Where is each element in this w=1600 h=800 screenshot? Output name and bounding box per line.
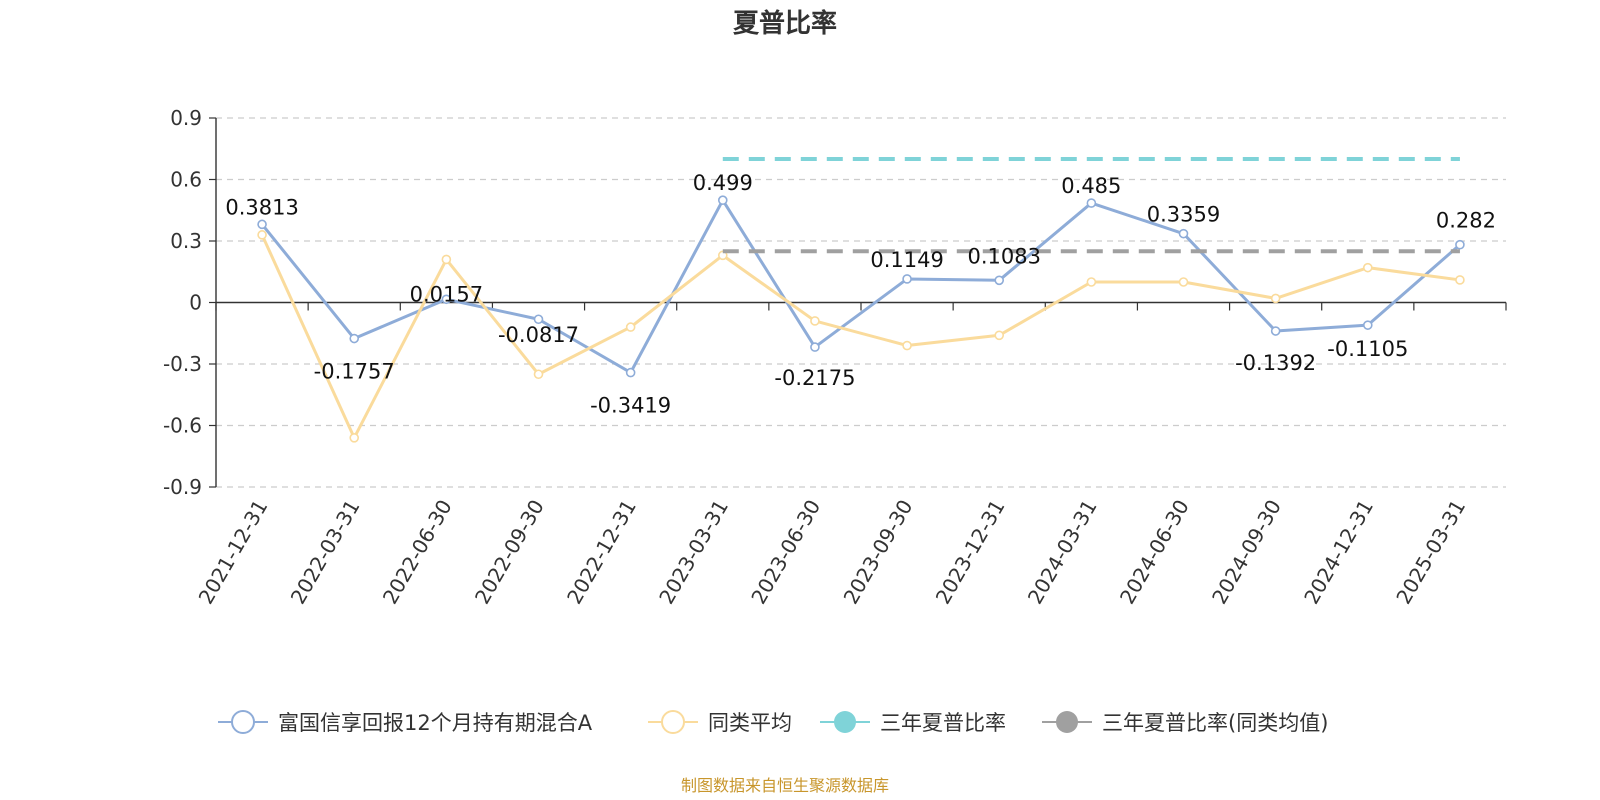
series-point-1 — [994, 330, 1005, 341]
legend-label-3: 三年夏普比率(同类均值) — [1102, 711, 1328, 735]
legend-label-0: 富国信享回报12个月持有期混合A — [278, 711, 593, 735]
data-label: 0.3359 — [1147, 203, 1220, 227]
series-line-0 — [260, 198, 1461, 375]
x-tick-label: 2021-12-31 — [193, 496, 272, 609]
data-label: -0.1105 — [1327, 337, 1408, 361]
series-point-0 — [349, 333, 360, 344]
series-lines — [257, 157, 1465, 443]
series-point-0 — [1270, 326, 1281, 336]
data-source-note: 制图数据来自恒生聚源数据库 — [681, 776, 889, 795]
series-point-0 — [994, 275, 1005, 286]
x-tick-label: 2024-03-31 — [1023, 496, 1102, 609]
y-axis: 0.9 0.6 0.3 0 -0.3 -0.6 -0.9 — [163, 106, 217, 499]
y-tick-label: 0.6 — [170, 168, 202, 192]
series-point-1 — [1086, 277, 1097, 287]
x-tick-label: 2023-03-31 — [654, 496, 733, 609]
series-point-1 — [1270, 293, 1281, 304]
x-tick-label: 2022-03-31 — [286, 496, 365, 609]
series-point-0 — [810, 342, 820, 352]
series-point-0 — [902, 274, 912, 284]
data-label: 0.3813 — [225, 195, 298, 219]
legend: 富国信享回报12个月持有期混合A 同类平均 三年夏普比率 三年夏普比率(同类均值) — [218, 710, 1328, 735]
series-point-0 — [1455, 239, 1465, 250]
series-point-1 — [441, 254, 452, 265]
series-point-0 — [1178, 228, 1189, 239]
y-tick-label: -0.3 — [163, 352, 202, 376]
series-point-1 — [257, 230, 267, 240]
data-label: -0.0817 — [498, 323, 579, 347]
series-point-1 — [1362, 262, 1373, 273]
x-tick-label: 2023-06-30 — [746, 496, 825, 609]
data-label: 0.485 — [1061, 174, 1121, 198]
data-label: 0.1083 — [967, 244, 1040, 268]
x-tick-label: 2025-03-31 — [1391, 496, 1470, 609]
x-tick-label: 2024-09-30 — [1207, 496, 1286, 609]
x-tick-label: 2022-06-30 — [378, 496, 457, 609]
series-point-0 — [1362, 320, 1373, 330]
series-point-0 — [257, 219, 267, 230]
chart-title: 夏普比率 — [733, 8, 837, 39]
series-point-0 — [1086, 198, 1097, 208]
grid-lines — [216, 117, 1506, 488]
series-point-1 — [533, 369, 544, 380]
series-point-0 — [533, 314, 544, 325]
series-point-1 — [1455, 275, 1465, 285]
data-label: 0.282 — [1436, 209, 1496, 233]
x-tick-label: 2024-06-30 — [1115, 496, 1194, 609]
data-label: 0.0157 — [410, 282, 483, 306]
legend-label-2: 三年夏普比率 — [880, 711, 1006, 735]
series-point-0 — [717, 195, 728, 206]
legend-marker-2 — [834, 711, 856, 733]
legend-marker-0 — [231, 710, 255, 734]
series-point-0 — [625, 367, 636, 378]
series-line-1 — [260, 234, 1461, 440]
data-label: 0.499 — [693, 171, 753, 195]
x-tick-label: 2024-12-31 — [1299, 496, 1378, 609]
y-tick-label: -0.9 — [163, 475, 202, 499]
series-point-1 — [625, 322, 636, 332]
x-axis: 2021-12-31 2022-03-31 2022-06-30 2022-09-30… — [193, 301, 1507, 609]
x-tick-label: 2023-12-31 — [931, 496, 1010, 609]
data-label: -0.1757 — [314, 360, 395, 384]
x-tick-label: 2022-12-31 — [562, 496, 641, 609]
data-label: -0.3419 — [590, 394, 671, 418]
legend-marker-3 — [1056, 711, 1078, 733]
data-labels: 0.3813 -0.1757 0.0157 -0.0817 -0.3419 0.499 -0… — [225, 171, 1496, 417]
y-tick-label: 0.9 — [170, 106, 202, 130]
x-tick-label: 2022-09-30 — [470, 496, 549, 609]
series-point-0 — [441, 294, 452, 305]
legend-label-1: 同类平均 — [708, 711, 792, 735]
y-tick-label: -0.6 — [163, 414, 202, 438]
series-point-1 — [902, 340, 912, 351]
y-tick-label: 0.3 — [170, 229, 202, 253]
y-tick-label: 0 — [189, 291, 202, 315]
series-point-1 — [349, 432, 360, 443]
x-tick-label: 2023-09-30 — [838, 496, 917, 609]
legend-marker-1 — [661, 710, 685, 734]
series-point-1 — [1178, 277, 1189, 287]
series-point-1 — [810, 316, 820, 326]
data-label: -0.1392 — [1235, 351, 1316, 375]
data-label: 0.1149 — [870, 248, 943, 272]
data-label: -0.2175 — [774, 366, 855, 390]
